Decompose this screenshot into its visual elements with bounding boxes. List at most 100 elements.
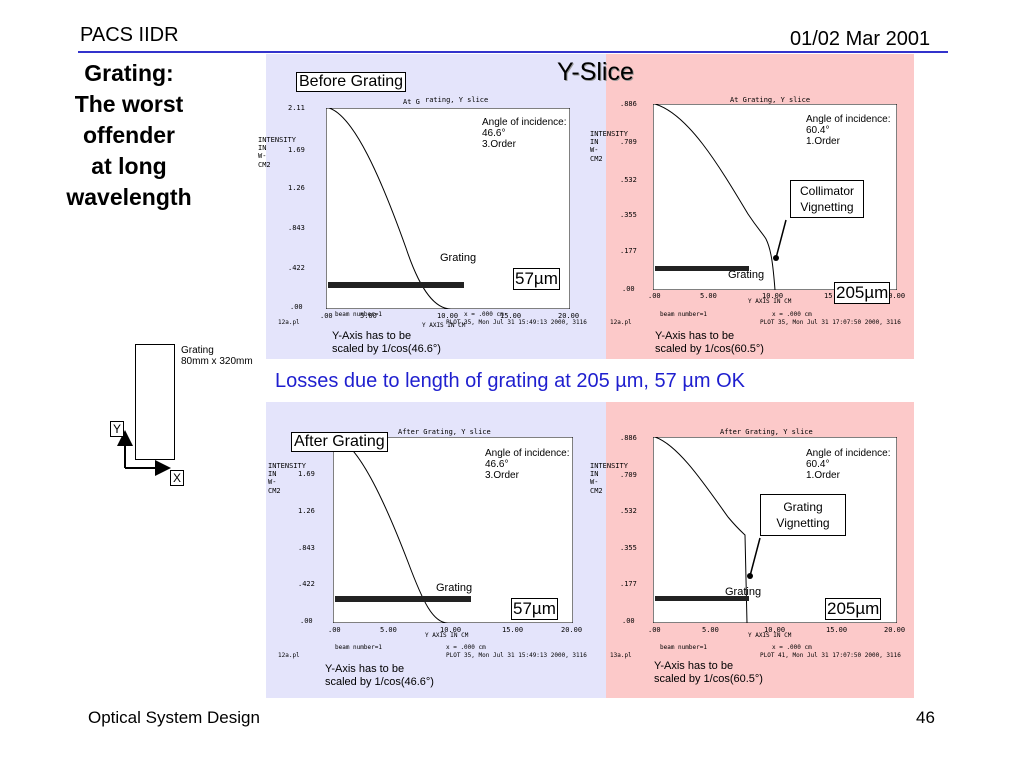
scaling-note: Y-Axis has to be scaled by 1/cos(60.5°) bbox=[654, 660, 763, 686]
grating-label: Grating bbox=[725, 586, 762, 598]
x-tick: 5.00 bbox=[702, 626, 719, 634]
angle-line: 60.4° bbox=[806, 125, 830, 136]
after-grating-label: After Grating bbox=[291, 432, 388, 452]
plot-footer: beam number=1 bbox=[335, 644, 382, 651]
x-tick: 5.00 bbox=[360, 312, 377, 320]
y-tick: .00 bbox=[622, 617, 635, 625]
grating-diagram-label-line: 80mm x 320mm bbox=[181, 356, 253, 367]
x-axis-title: Y AXIS IN CM bbox=[425, 632, 469, 639]
plot-footer: 12a.pl bbox=[278, 652, 300, 659]
plot-footer: beam number=1 bbox=[660, 644, 707, 651]
x-tick: .00 bbox=[320, 312, 333, 320]
y-tick: 1.26 bbox=[298, 507, 315, 515]
plot-footer: PLOT 41, Mon Jul 31 17:07:50 2000, 3116 bbox=[760, 652, 901, 659]
y-tick: 1.26 bbox=[288, 184, 305, 192]
collimator-vignetting-callout: Collimator Vignetting bbox=[790, 180, 864, 218]
x-tick: 20.00 bbox=[884, 292, 906, 300]
plot-footer: 13a.pl bbox=[610, 652, 632, 659]
y-tick: .843 bbox=[288, 224, 305, 232]
y-tick: .422 bbox=[298, 580, 315, 588]
size-label: 205µm bbox=[834, 282, 891, 304]
note-line: scaled by 1/cos(60.5°) bbox=[654, 673, 763, 685]
y-tick: 2.11 bbox=[288, 104, 305, 112]
size-label: 57µm bbox=[511, 598, 558, 620]
x-tick: .00 bbox=[328, 626, 341, 634]
callout-line: Collimator bbox=[799, 184, 854, 198]
angle-line: 3.Order bbox=[482, 139, 516, 150]
y-tick: .886 bbox=[620, 434, 637, 442]
x-tick: 10.00 bbox=[440, 626, 462, 634]
callout-line: Vignetting bbox=[800, 200, 854, 214]
angle-annotation: Angle of incidence: 46.6° 3.Order bbox=[485, 448, 570, 481]
y-axis-title: INTENSITY IN W-CM2 bbox=[258, 136, 296, 169]
title-line: at long bbox=[91, 153, 167, 179]
y-tick: .422 bbox=[288, 264, 305, 272]
angle-line: 46.6° bbox=[482, 128, 506, 139]
note-line: Y-Axis has to be bbox=[332, 330, 412, 342]
plot-title: After Grating, Y slice bbox=[720, 428, 813, 436]
note-line: scaled by 1/cos(60.5°) bbox=[655, 343, 764, 355]
grating-rectangle bbox=[135, 344, 175, 460]
y-tick: .709 bbox=[620, 138, 637, 146]
note-line: Y-Axis has to be bbox=[654, 660, 734, 672]
grating-vignetting-callout: Grating Vignetting bbox=[760, 494, 846, 536]
angle-line: Angle of incidence: bbox=[482, 117, 567, 128]
x-tick: 10.00 bbox=[762, 292, 784, 300]
y-tick: .843 bbox=[298, 544, 315, 552]
plot-footer: x = .000 cm bbox=[772, 311, 812, 318]
grating-diagram-label-line: Grating bbox=[181, 345, 214, 356]
scaling-note: Y-Axis has to be scaled by 1/cos(46.6°) bbox=[325, 663, 434, 689]
x-tick: 15.00 bbox=[826, 626, 848, 634]
plot-footer: x = .000 cm bbox=[772, 644, 812, 651]
plot-title: At G bbox=[403, 98, 420, 106]
x-tick: 5.00 bbox=[380, 626, 397, 634]
x-tick: 20.00 bbox=[884, 626, 906, 634]
plot-footer: 12a.pl bbox=[610, 319, 632, 326]
y-tick: .00 bbox=[300, 617, 313, 625]
header-rule bbox=[78, 51, 948, 53]
plot-footer: 12a.pl bbox=[278, 319, 300, 326]
y-tick: .00 bbox=[290, 303, 303, 311]
before-grating-label: Before Grating bbox=[296, 72, 407, 92]
angle-line: Angle of incidence: bbox=[485, 448, 570, 459]
x-tick: 15.00 bbox=[502, 626, 524, 634]
callout-pointer bbox=[773, 219, 787, 261]
title-line: Grating: bbox=[84, 60, 174, 86]
angle-line: 46.6° bbox=[485, 459, 509, 470]
grating-label: Grating bbox=[436, 582, 473, 594]
x-tick: 20.00 bbox=[561, 626, 583, 634]
footer-left: Optical System Design bbox=[88, 708, 260, 727]
x-tick: .00 bbox=[648, 626, 661, 634]
plot-footer: PLOT 35, Mon Jul 31 15:49:13 2000, 3116 bbox=[446, 652, 587, 659]
page-number: 46 bbox=[916, 708, 935, 727]
plot-footer: beam number=1 bbox=[660, 311, 707, 318]
y-tick: .355 bbox=[620, 544, 637, 552]
scaling-note: Y-Axis has to be scaled by 1/cos(60.5°) bbox=[655, 330, 764, 356]
x-tick: 5.00 bbox=[700, 292, 717, 300]
note-line: scaled by 1/cos(46.6°) bbox=[332, 343, 441, 355]
x-tick: 15.00 bbox=[500, 312, 522, 320]
scaling-note: Y-Axis has to be scaled by 1/cos(46.6°) bbox=[332, 330, 441, 356]
angle-line: 60.4° bbox=[806, 459, 830, 470]
angle-annotation: Angle of incidence: 60.4° 1.Order bbox=[806, 114, 891, 147]
x-axis-title: Y AXIS IN CM bbox=[748, 298, 792, 305]
callout-pointer bbox=[747, 537, 761, 579]
grating-label: Grating bbox=[440, 252, 477, 264]
y-tick: .177 bbox=[620, 580, 637, 588]
y-tick: 1.69 bbox=[288, 146, 305, 154]
y-tick: .00 bbox=[622, 285, 635, 293]
plot-footer: x = .000 cm bbox=[464, 311, 504, 318]
angle-line: 1.Order bbox=[806, 136, 840, 147]
x-tick: 10.00 bbox=[437, 312, 459, 320]
note-line: scaled by 1/cos(46.6°) bbox=[325, 676, 434, 688]
x-tick: .00 bbox=[648, 292, 661, 300]
plot-title: After Grating, Y slice bbox=[398, 428, 491, 436]
angle-annotation: Angle of incidence: 60.4° 1.Order bbox=[806, 448, 891, 481]
y-axis-label: Y bbox=[110, 421, 125, 437]
size-label: 205µm bbox=[825, 598, 882, 620]
plot-footer: PLOT 35, Mon Jul 31 15:49:13 2000, 3116 bbox=[446, 319, 587, 326]
angle-line: Angle of incidence: bbox=[806, 114, 891, 125]
grating-label: Grating bbox=[728, 269, 765, 281]
callout-line: Vignetting bbox=[776, 516, 830, 530]
